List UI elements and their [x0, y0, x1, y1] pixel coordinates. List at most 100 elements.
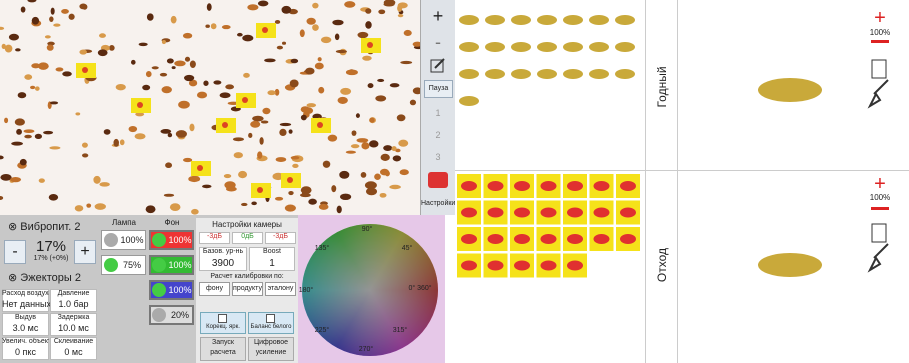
camera-title: Настройки камеры: [212, 220, 282, 229]
icons[interactable]: [864, 222, 894, 278]
minus[interactable]: [871, 40, 889, 43]
marker-dot: [287, 177, 293, 183]
seed: [219, 92, 231, 99]
marker-dot: [367, 42, 373, 48]
plus[interactable]: +: [874, 7, 886, 29]
seed: [93, 175, 101, 184]
seed: [24, 134, 32, 139]
marker-dot: [257, 187, 263, 193]
cell-value: 10.0 мс: [58, 323, 89, 333]
percent: 100%: [869, 28, 891, 37]
seed: [389, 184, 401, 190]
seed: [170, 15, 177, 24]
seed: [274, 19, 281, 24]
bg-value: 100%: [168, 285, 192, 295]
seed: [24, 74, 33, 80]
wheel-label: 315°: [392, 327, 408, 334]
zoom-out[interactable]: -: [435, 32, 441, 52]
seed: [308, 198, 317, 205]
seed: [68, 13, 75, 20]
seed: [210, 23, 217, 30]
lamp-icon: [104, 258, 118, 272]
seed: [135, 112, 145, 117]
good-thumb: [459, 15, 479, 25]
check-box: [266, 314, 275, 323]
cell: [50, 289, 97, 312]
seed: [367, 83, 374, 89]
slot[interactable]: 3: [435, 152, 441, 162]
reject-seed: [461, 181, 477, 191]
check-button[interactable]: [200, 312, 246, 334]
camera-image: [0, 0, 420, 215]
seed: [47, 41, 55, 46]
edit-icon[interactable]: [429, 56, 447, 74]
reject-seed: [487, 181, 504, 191]
minus-button[interactable]: -: [4, 240, 26, 264]
class-labels: [645, 0, 678, 363]
seed: [247, 4, 259, 11]
reject-seed: [593, 234, 610, 244]
camera-button[interactable]: [428, 172, 448, 188]
good-thumb: [537, 15, 557, 25]
slot[interactable]: 2: [435, 130, 441, 140]
action-button[interactable]: Цифровое усиление: [248, 337, 294, 361]
seed: [49, 16, 54, 22]
zoom-in[interactable]: +: [432, 6, 444, 26]
field: [249, 247, 295, 271]
seed: [362, 55, 372, 61]
minus[interactable]: [871, 207, 889, 210]
plus[interactable]: +: [874, 173, 886, 195]
seed: [44, 35, 51, 39]
seed: [86, 203, 92, 208]
seed: [300, 186, 312, 195]
good-thumb: [589, 15, 609, 25]
pause-button[interactable]: Пауза: [424, 80, 453, 98]
seed: [196, 91, 208, 99]
bg-icon: [152, 258, 166, 272]
seed: [318, 86, 325, 94]
seed: [221, 24, 231, 30]
seed: [281, 5, 292, 14]
seed: [55, 67, 64, 72]
seed: [378, 9, 386, 15]
cell-value: 0 мс: [64, 347, 83, 357]
gain[interactable]: 0дБ: [232, 232, 263, 244]
seed: [183, 157, 193, 163]
seed: [159, 72, 168, 77]
seed: [292, 163, 299, 169]
seed: [108, 44, 115, 51]
seed: [288, 129, 293, 134]
seed: [20, 6, 26, 13]
reject-seed: [487, 260, 504, 271]
good-thumb: [615, 15, 635, 25]
plus-button[interactable]: +: [74, 240, 96, 264]
check-button[interactable]: [248, 312, 294, 334]
calib-button[interactable]: фону: [199, 282, 230, 296]
seed: [320, 36, 332, 44]
cell: [50, 313, 97, 336]
bg-title: Фон: [164, 218, 180, 227]
seed: [397, 4, 403, 12]
calib-button[interactable]: продукту: [232, 282, 263, 296]
seed: [306, 103, 317, 108]
seed: [119, 139, 125, 146]
settings-button[interactable]: Настройки: [421, 200, 456, 207]
label: Эжекторы 2: [20, 272, 81, 284]
seed: [259, 137, 264, 145]
slot[interactable]: 1: [435, 108, 441, 118]
seed: [31, 16, 40, 25]
action-button[interactable]: Запуск расчета: [200, 337, 246, 361]
cell-value: Нет данных: [2, 299, 51, 309]
base-value: 3900: [211, 258, 235, 269]
seed: [288, 191, 294, 196]
seed: [182, 32, 193, 39]
gain[interactable]: -3дБ: [265, 232, 296, 244]
gain[interactable]: -3дБ: [199, 232, 230, 244]
seed: [138, 42, 148, 47]
boost-value: 1: [269, 258, 275, 269]
seed: [79, 49, 87, 55]
icons[interactable]: [864, 58, 894, 114]
seed: [242, 34, 254, 42]
calib-button[interactable]: эталону: [265, 282, 296, 296]
good-thumb: [485, 15, 505, 25]
